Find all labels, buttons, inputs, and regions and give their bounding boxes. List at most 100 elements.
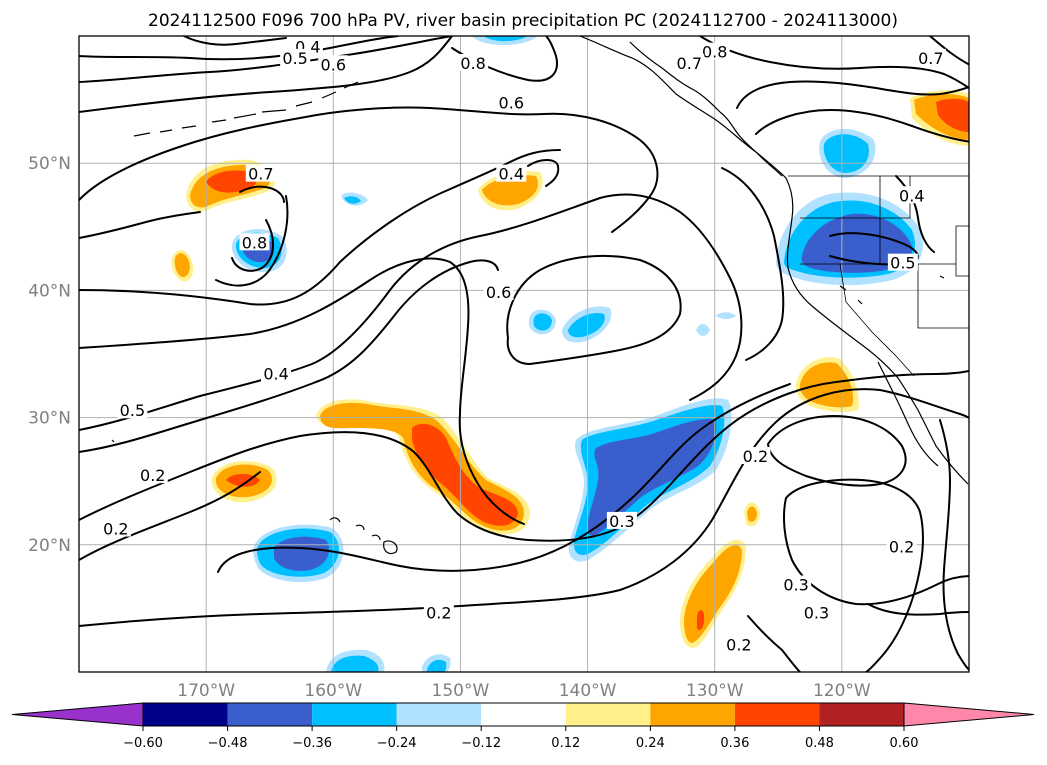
colorbar-tick-label: −0.12 [461, 736, 501, 751]
shade-bottom-negative [427, 659, 447, 672]
contour-label: 0.5 [120, 401, 145, 420]
contour-label: 0.4 [499, 165, 524, 184]
colorbar: −0.60 −0.48 −0.36 −0.24 −0.12 0.12 0.24 0.36 0.4… [11, 702, 1035, 751]
axis-ticks: 20°N 30°N 40°N 50°N 170°W 160°W 150°W 140°W 130°… [28, 154, 871, 701]
contour-label-bg [887, 253, 918, 271]
contour-label: 0.6 [321, 55, 346, 74]
contour-line [79, 388, 969, 627]
shade-small-negative [568, 312, 605, 338]
contour-label-bg [280, 48, 311, 66]
contour-line [79, 36, 453, 113]
shade-small-positive [174, 253, 190, 278]
contour-line [699, 36, 969, 90]
colorbar-tick-label: 0.60 [890, 736, 919, 751]
contour-label-bg [318, 55, 349, 73]
shade-west-us-negative [801, 213, 913, 273]
contour-label-bg [699, 42, 730, 60]
contour-line [79, 257, 525, 525]
shade-small-negative [533, 313, 552, 331]
colorbar-extend-max [903, 702, 1035, 727]
shade-tiny-negative [716, 312, 736, 319]
island-chain [719, 111, 783, 177]
contour-line [79, 36, 399, 61]
baja-coast [877, 361, 939, 467]
contour-label: 0.4 [899, 186, 924, 205]
lat-tick-label: 50°N [28, 154, 71, 174]
contour-label-bg [801, 603, 832, 621]
contour-label-bg [423, 603, 454, 621]
contour-line [755, 109, 969, 143]
colorbar-segment [819, 703, 904, 726]
lon-tick-label: 120°W [813, 681, 871, 701]
contour-label: 0.7 [677, 54, 702, 73]
contour-label: 0.5 [282, 49, 307, 68]
lat-tick-label: 20°N [28, 536, 71, 556]
north-america-coast [579, 36, 969, 485]
colorbar-tick-label: −0.48 [208, 736, 248, 751]
contour-label-bg [458, 53, 489, 71]
hawaii-islands [329, 517, 398, 555]
shade-mid-positive [482, 175, 538, 206]
contour-label: 0.2 [889, 537, 914, 556]
contour-line [79, 471, 261, 561]
lat-tick-label: 30°N [28, 409, 71, 429]
lon-tick-label: 170°W [177, 681, 235, 701]
contour-label-bg [261, 364, 292, 382]
colorbar-segment [650, 703, 735, 726]
contour-line [939, 419, 969, 672]
colorbar-segment [312, 703, 397, 726]
contour-label-bg [496, 164, 527, 182]
map-title: 2024112500 F096 700 hPa PV, river basin … [148, 11, 898, 31]
contour-label: 0.8 [702, 43, 727, 62]
contour-line [747, 615, 801, 672]
contour-line [721, 167, 785, 361]
contour-label-bg [896, 186, 927, 204]
contour-label: 0.3 [783, 576, 808, 595]
contour-line [867, 603, 969, 616]
alaska-coast [629, 41, 721, 113]
shade-top-negative [483, 36, 528, 42]
contour-line [785, 478, 924, 672]
contour-label-bg [886, 537, 917, 555]
contour-label-bg [781, 575, 812, 593]
contour-label-bg [483, 282, 514, 300]
contour-line [79, 259, 499, 453]
colorbar-segment [565, 703, 651, 726]
colorbar-tick-label: 0.12 [551, 736, 580, 751]
contour-label: 0.6 [499, 93, 524, 112]
contour-label-bg [740, 447, 771, 465]
contour-label-bg [723, 635, 754, 653]
shade-south-positive [747, 506, 757, 522]
contour-line [736, 80, 969, 109]
contour-label: 0.5 [890, 254, 915, 273]
shade-tiny-negative [344, 196, 361, 204]
contour-label: 0.8 [242, 233, 267, 252]
contour-line [217, 383, 791, 573]
shade-south-positive [697, 610, 705, 631]
contour-line [79, 149, 561, 306]
colorbar-frame [142, 702, 905, 727]
contour-label-bg [674, 53, 705, 71]
pv-contours [79, 36, 969, 672]
contour-label: 0.2 [103, 520, 128, 539]
contour-label: 0.4 [263, 364, 288, 383]
contour-line [79, 193, 743, 431]
shade-nw-positive [206, 170, 258, 193]
contour-line [527, 159, 560, 187]
colorbar-segment [734, 703, 820, 726]
contour-label-bg [100, 519, 131, 537]
contour-label: 0.3 [609, 512, 634, 531]
lon-tick-label: 150°W [432, 681, 490, 701]
contour-label-bg [117, 401, 148, 419]
contour-label-bg [915, 48, 946, 66]
contour-label-bg [606, 511, 637, 529]
contour-line [929, 36, 969, 66]
contour-line [506, 254, 682, 365]
shade-ne-positive [936, 98, 969, 132]
colorbar-tick-label: 0.48 [805, 736, 834, 751]
colorbar-extend-min [11, 702, 144, 727]
shade-tiny-negative [696, 324, 710, 336]
colorbar-tick-label: −0.60 [123, 736, 163, 751]
contour-line [215, 195, 289, 287]
